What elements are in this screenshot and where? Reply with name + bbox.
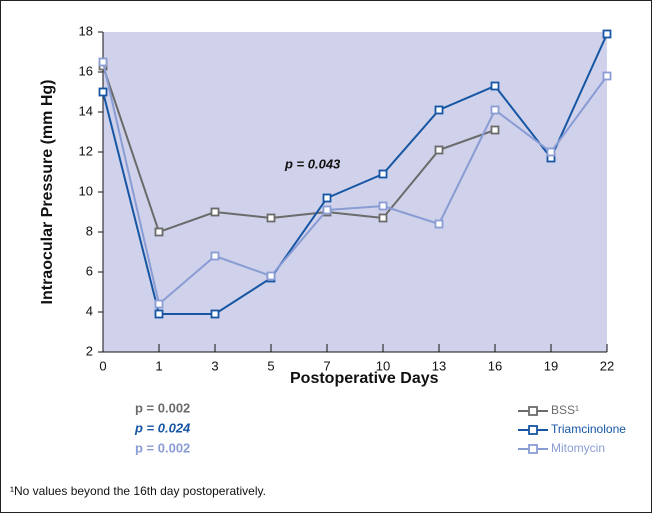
point (266, 271, 276, 281)
point (490, 81, 500, 91)
legend-marker (528, 406, 538, 416)
plot-area (103, 32, 607, 352)
point (546, 147, 556, 157)
x-tick-label: 7 (323, 358, 330, 373)
annotation: p = 0.024 (134, 420, 191, 435)
point (210, 309, 220, 319)
y-tick-label: 18 (79, 23, 93, 38)
legend-marker (528, 425, 538, 435)
x-tick-label: 1 (155, 358, 162, 373)
point (98, 87, 108, 97)
point (434, 145, 444, 155)
x-tick-label: 16 (488, 358, 502, 373)
x-axis-label: Postoperative Days (290, 370, 439, 387)
y-tick-label: 4 (86, 303, 93, 318)
annotation: p = 0.043 (284, 156, 341, 171)
point (434, 219, 444, 229)
point (322, 205, 332, 215)
series-line (102, 65, 496, 234)
y-axis-label: Intraocular Pressure (mm Hg) (39, 80, 56, 305)
point (322, 193, 332, 203)
x-tick-label: 0 (99, 358, 106, 373)
point (602, 29, 612, 39)
point (378, 213, 388, 223)
point (378, 169, 388, 179)
point (490, 105, 500, 115)
x-tick-label: 3 (211, 358, 218, 373)
y-tick-label: 8 (86, 223, 93, 238)
legend-label: BSS¹ (551, 403, 579, 417)
point (490, 125, 500, 135)
point (210, 251, 220, 261)
point (266, 213, 276, 223)
y-tick-label: 12 (79, 143, 93, 158)
y-tick-label: 2 (86, 343, 93, 358)
x-tick-label: 10 (376, 358, 390, 373)
y-tick-label: 6 (86, 263, 93, 278)
y-tick-label: 16 (79, 63, 93, 78)
x-tick-label: 13 (432, 358, 446, 373)
legend-marker (528, 444, 538, 454)
point (210, 207, 220, 217)
footnote: ¹No values beyond the 16th day postopera… (10, 484, 266, 498)
point (154, 299, 164, 309)
annotation: p = 0.002 (135, 440, 190, 455)
x-tick-label: 5 (267, 358, 274, 373)
y-tick-label: 14 (79, 103, 93, 118)
x-tick-label: 19 (544, 358, 558, 373)
point (602, 71, 612, 81)
point (434, 105, 444, 115)
point (98, 57, 108, 67)
series-line (102, 61, 608, 306)
point (154, 309, 164, 319)
x-tick-label: 22 (600, 358, 614, 373)
legend-label: Mitomycin (551, 441, 605, 455)
annotation: p = 0.002 (135, 400, 190, 415)
point (154, 227, 164, 237)
point (378, 201, 388, 211)
y-tick-label: 10 (79, 183, 93, 198)
series-line (102, 33, 608, 315)
legend-label: Triamcinolone (551, 422, 626, 436)
